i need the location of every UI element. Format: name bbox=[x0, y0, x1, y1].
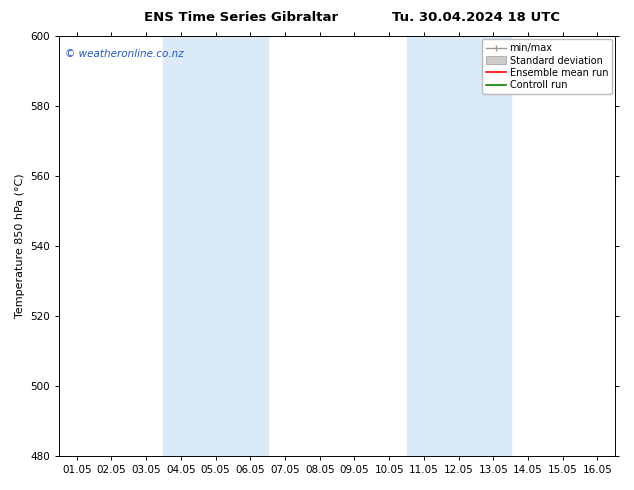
Bar bbox=[406, 36, 510, 456]
Legend: min/max, Standard deviation, Ensemble mean run, Controll run: min/max, Standard deviation, Ensemble me… bbox=[482, 39, 612, 94]
Text: © weatheronline.co.nz: © weatheronline.co.nz bbox=[65, 49, 184, 59]
Y-axis label: Temperature 850 hPa (°C): Temperature 850 hPa (°C) bbox=[15, 174, 25, 318]
Text: Tu. 30.04.2024 18 UTC: Tu. 30.04.2024 18 UTC bbox=[392, 11, 559, 24]
Text: ENS Time Series Gibraltar: ENS Time Series Gibraltar bbox=[144, 11, 338, 24]
Bar bbox=[164, 36, 268, 456]
